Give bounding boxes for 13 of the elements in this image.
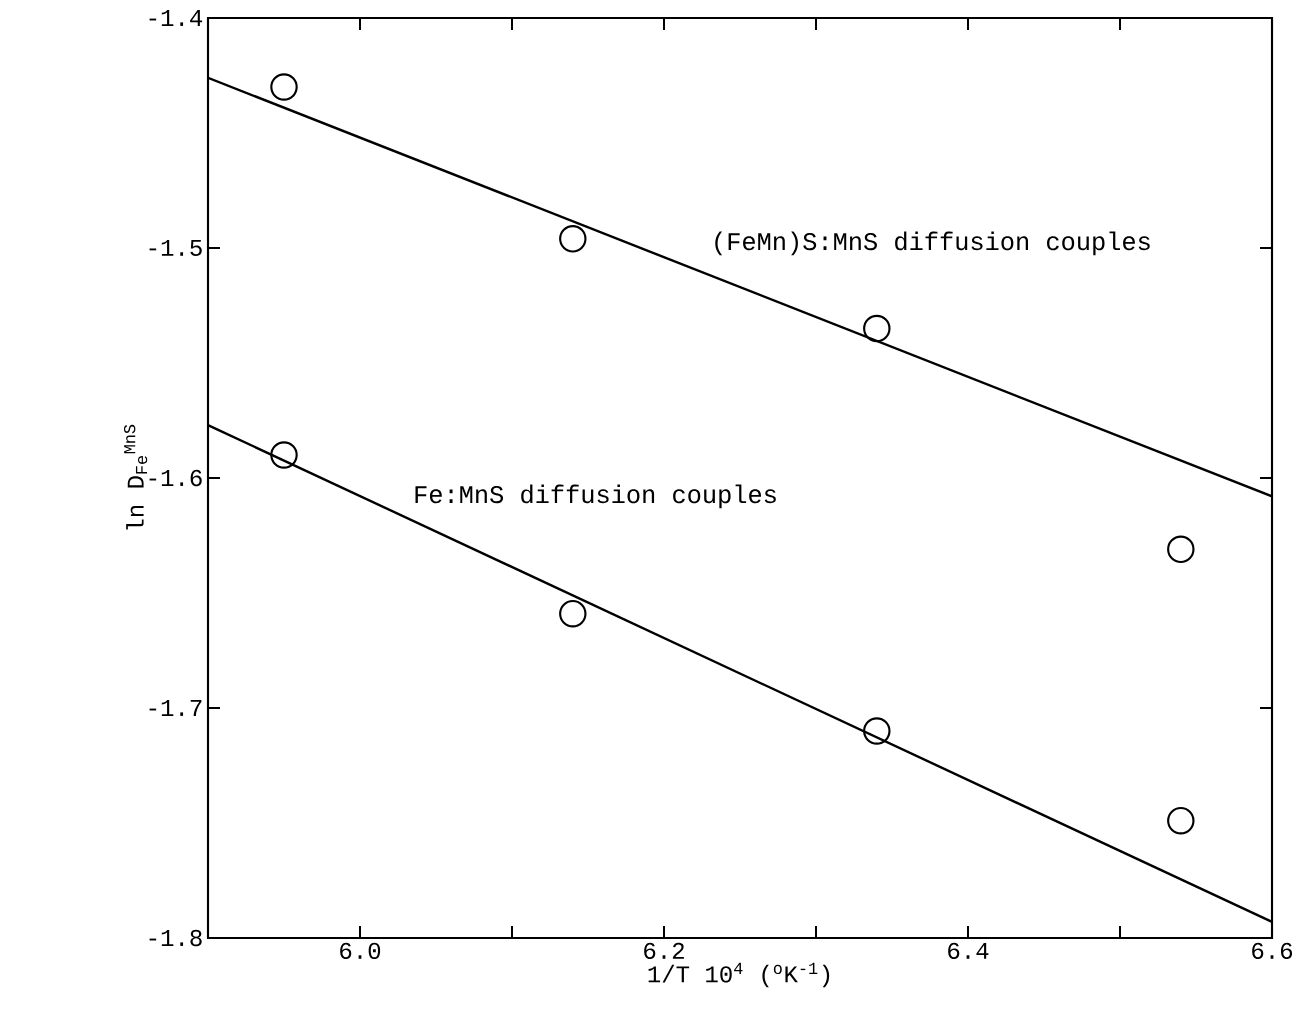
y-tick-label: -1.6 xyxy=(149,469,202,487)
annotation: Fe:MnS diffusion couples xyxy=(415,484,776,509)
y-tick-label: -1.8 xyxy=(149,929,202,947)
x-tick-label: 6.6 xyxy=(1252,942,1293,959)
x-tick-label: 6.2 xyxy=(644,942,684,959)
annotation: (FeMn)S:MnS diffusion couples xyxy=(715,231,1150,256)
y-tick-label: -1.7 xyxy=(149,700,202,716)
x-tick-label: 6.0 xyxy=(340,942,381,959)
y-tick-label: -1.5 xyxy=(149,239,202,257)
y-axis-title: ln D$_{Fe}$MnS xyxy=(123,424,148,530)
x-axis-title: 1/T 10$^{4}$ ($^{o}$K$^{-1}$) xyxy=(648,962,830,988)
y-tick-label: -1.4 xyxy=(149,10,203,26)
x-tick-label: 6.4 xyxy=(948,942,989,959)
